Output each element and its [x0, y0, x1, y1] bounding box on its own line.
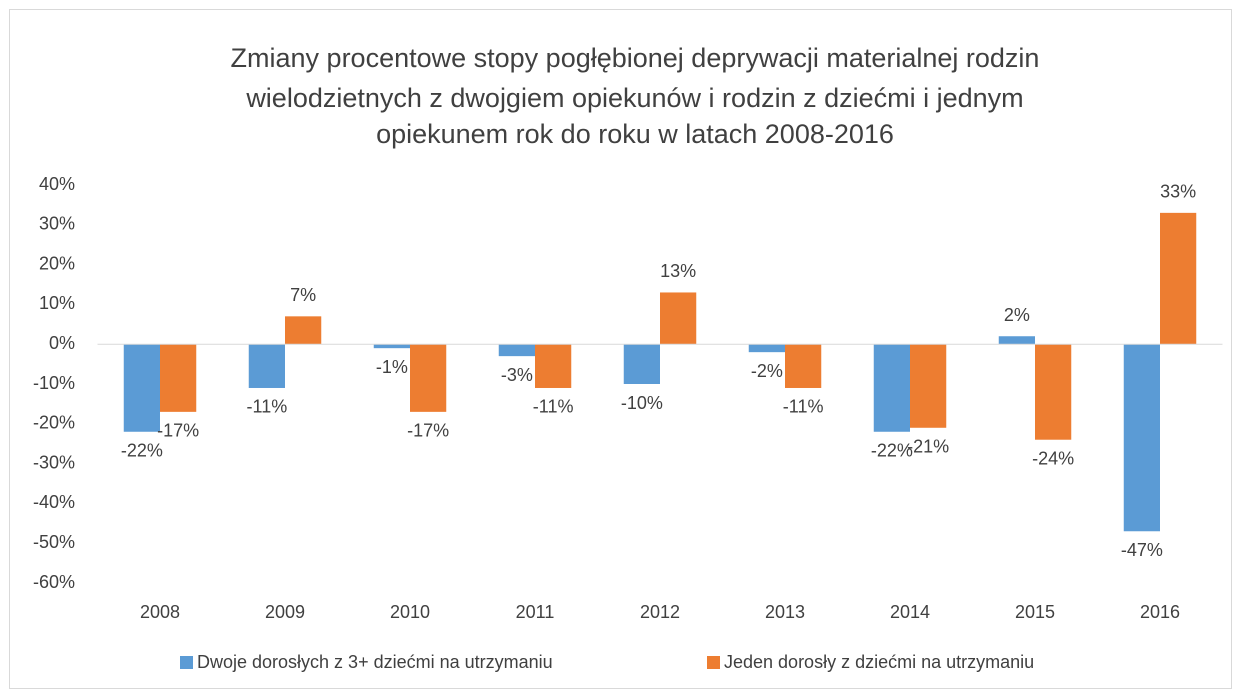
data-label: -11% — [783, 397, 824, 417]
y-tick-label: -60% — [33, 572, 75, 592]
bar — [785, 344, 822, 388]
bar — [373, 344, 410, 349]
data-label: -47% — [1121, 540, 1163, 560]
y-tick-label: -30% — [33, 452, 75, 472]
bar — [623, 344, 660, 384]
data-label: 7% — [290, 285, 316, 305]
x-tick-label: 2012 — [640, 602, 680, 622]
bar — [1160, 212, 1197, 345]
bar — [1035, 344, 1072, 440]
legend-label: Jeden dorosły z dziećmi na utrzymaniu — [724, 652, 1034, 672]
data-label: -2% — [751, 361, 783, 381]
bar — [248, 344, 285, 388]
bar — [660, 292, 697, 345]
chart-title: wielodzietnych z dwojgiem opiekunów i ro… — [245, 83, 1023, 113]
bar — [123, 344, 160, 432]
chart-border — [9, 9, 1232, 689]
y-tick-label: 10% — [39, 293, 75, 313]
chart-title: Zmiany procentowe stopy pogłębionej depr… — [231, 43, 1040, 73]
x-tick-label: 2016 — [1140, 602, 1180, 622]
x-tick-label: 2015 — [1015, 602, 1055, 622]
bar — [748, 344, 785, 353]
y-tick-label: -20% — [33, 413, 75, 433]
data-label: -10% — [621, 393, 663, 413]
data-label: -17% — [157, 421, 199, 441]
data-label: -21% — [907, 437, 949, 457]
x-tick-label: 2010 — [390, 602, 430, 622]
data-label: -11% — [533, 397, 574, 417]
legend-swatch — [707, 656, 720, 669]
x-tick-label: 2014 — [890, 602, 930, 622]
data-label: -1% — [376, 357, 408, 377]
y-tick-label: -50% — [33, 532, 75, 552]
data-label: -11% — [247, 397, 288, 417]
data-label: 33% — [1160, 182, 1196, 202]
x-tick-label: 2008 — [140, 602, 180, 622]
y-tick-label: -10% — [33, 373, 75, 393]
data-label: -22% — [871, 441, 913, 461]
y-tick-label: -40% — [33, 492, 75, 512]
bar — [498, 344, 535, 357]
data-label: 2% — [1004, 305, 1030, 325]
bar — [873, 344, 910, 432]
x-tick-label: 2009 — [265, 602, 305, 622]
bar — [160, 344, 197, 412]
y-tick-label: 20% — [39, 253, 75, 273]
bar — [410, 344, 447, 412]
data-label: -24% — [1032, 448, 1074, 468]
bar — [285, 316, 322, 345]
bar — [1123, 344, 1160, 532]
y-tick-label: 40% — [39, 174, 75, 194]
y-tick-label: 30% — [39, 214, 75, 234]
legend-label: Dwoje dorosłych z 3+ dziećmi na utrzyman… — [197, 652, 553, 672]
bar — [535, 344, 572, 388]
bar — [910, 344, 947, 428]
data-label: -3% — [501, 365, 533, 385]
data-label: -17% — [407, 421, 449, 441]
data-label: 13% — [660, 261, 696, 281]
x-tick-label: 2013 — [765, 602, 805, 622]
data-label: -22% — [121, 441, 163, 461]
legend-swatch — [180, 656, 193, 669]
x-tick-label: 2011 — [516, 602, 555, 622]
y-tick-label: 0% — [49, 333, 75, 353]
chart-title: opiekunem rok do roku w latach 2008-2016 — [376, 119, 894, 149]
bar — [998, 336, 1035, 345]
